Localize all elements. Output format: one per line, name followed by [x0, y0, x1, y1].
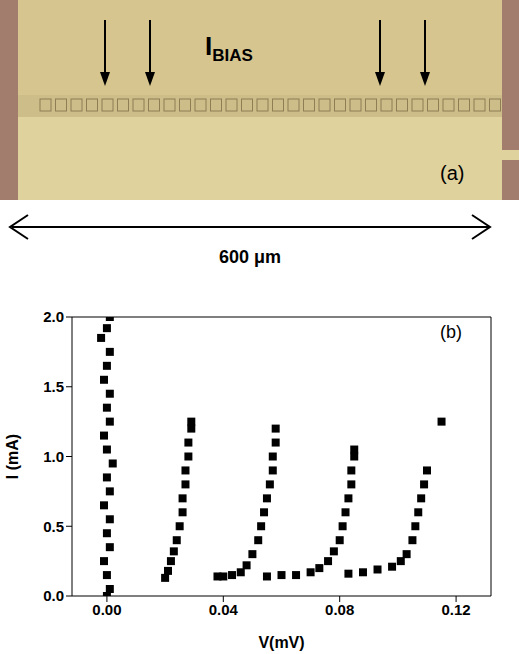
svg-text:0.0: 0.0 [43, 587, 64, 604]
svg-text:0.08: 0.08 [325, 601, 354, 618]
svg-text:600 μm: 600 μm [219, 247, 281, 267]
svg-text:V(mV): V(mV) [258, 634, 304, 651]
svg-text:0.04: 0.04 [209, 601, 239, 618]
svg-text:1.0: 1.0 [43, 448, 64, 465]
svg-text:0.00: 0.00 [92, 601, 121, 618]
svg-text:0.12: 0.12 [441, 601, 470, 618]
svg-text:IBIAS: IBIAS [205, 31, 253, 65]
svg-text:0.5: 0.5 [43, 518, 64, 535]
html-text:(b): (b) [440, 322, 462, 342]
svg-text:2.0: 2.0 [43, 308, 64, 325]
svg-text:I (mA): I (mA) [4, 434, 21, 479]
svg-text:1.5: 1.5 [43, 378, 64, 395]
svg-text:(a): (a) [440, 162, 464, 184]
